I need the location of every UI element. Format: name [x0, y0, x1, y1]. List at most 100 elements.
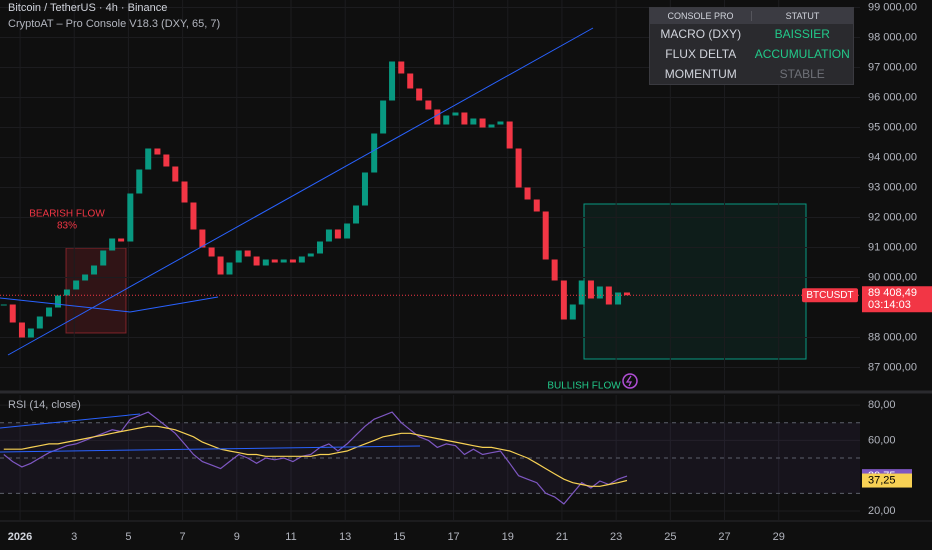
row-label: FLUX DELTA: [665, 47, 737, 61]
last-value-box: [862, 473, 912, 488]
candle: [0, 304, 7, 306]
flow-icon-bolt: [625, 375, 633, 387]
x-tick-label: 19: [502, 531, 514, 543]
candle: [569, 304, 576, 320]
candle: [73, 280, 80, 290]
bearish-label: BEARISH FLOW: [29, 209, 105, 220]
candle: [334, 229, 341, 239]
symbol-box: [802, 288, 858, 303]
candle: [542, 211, 549, 260]
y-tick-label: 20,00: [868, 505, 896, 517]
candle: [145, 148, 152, 170]
rsi-title: RSI (14, close): [8, 399, 81, 411]
row-label: MOMENTUM: [664, 67, 737, 81]
candle: [109, 238, 116, 251]
bullish-zone: [583, 203, 807, 360]
candle: [271, 259, 278, 263]
candle: [470, 118, 477, 125]
candle: [235, 250, 242, 263]
y-tick-label: 60,00: [868, 434, 896, 446]
candle: [118, 238, 125, 242]
candle: [497, 121, 504, 125]
trend-line: [0, 445, 421, 453]
candle: [253, 256, 260, 266]
console-row: MACRO (DXY) BAISSIER: [650, 24, 853, 44]
x-tick-label: 2026: [8, 531, 32, 543]
candle: [154, 148, 161, 155]
trend-line: [0, 297, 131, 313]
y-tick-label: 95 000,00: [868, 121, 917, 133]
bearish-percent: 83%: [57, 221, 77, 232]
console-row: FLUX DELTA ACCUMULATION: [650, 44, 853, 64]
candle: [9, 304, 16, 323]
candle: [371, 133, 378, 173]
candle: [488, 124, 495, 128]
last-price-label: 89 408,49: [868, 287, 917, 299]
candle: [325, 229, 332, 242]
candle: [181, 181, 188, 203]
candle: [452, 112, 459, 116]
column-header: CONSOLE PRO: [667, 11, 734, 21]
bearish-zone: [65, 247, 127, 334]
candle: [596, 286, 603, 299]
trend-line: [0, 413, 141, 429]
y-tick-label: 98 000,00: [868, 31, 917, 43]
candle: [443, 115, 450, 125]
candle: [316, 241, 323, 254]
symbol-label: BTCUSDT: [806, 290, 853, 301]
candle: [615, 292, 622, 305]
candle: [623, 292, 630, 296]
candle: [190, 202, 197, 230]
x-tick-label: 21: [556, 531, 568, 543]
y-tick-label: 90 000,00: [868, 271, 917, 283]
x-tick-label: 27: [718, 531, 730, 543]
candle: [226, 262, 233, 275]
candle: [398, 61, 405, 74]
candle: [244, 250, 251, 257]
candle: [46, 307, 53, 317]
trend-line: [7, 27, 594, 356]
column-header: STATUT: [751, 11, 853, 21]
y-tick-label: 80,00: [868, 399, 896, 411]
candle: [515, 148, 522, 188]
candle: [416, 88, 423, 101]
candle: [425, 100, 432, 110]
candle: [506, 121, 513, 149]
countdown-label: 03:14:03: [868, 299, 911, 311]
candle: [353, 205, 360, 224]
row-status: BAISSIER: [774, 27, 830, 41]
y-tick-label: 93 000,00: [868, 181, 917, 193]
y-tick-label: 94 000,00: [868, 151, 917, 163]
y-tick-label: 99 000,00: [868, 1, 917, 13]
y-tick-label: 88 000,00: [868, 331, 917, 343]
candle: [262, 259, 269, 266]
candle: [27, 328, 34, 338]
x-tick-label: 13: [339, 531, 351, 543]
last-value-label: 37,25: [868, 474, 896, 486]
candle: [63, 289, 70, 296]
x-tick-label: 15: [393, 531, 405, 543]
candle: [163, 154, 170, 167]
candle: [479, 118, 486, 128]
candle: [578, 280, 585, 305]
y-tick-label: 97 000,00: [868, 61, 917, 73]
candle: [344, 223, 351, 239]
candle: [307, 253, 314, 257]
x-tick-label: 11: [285, 531, 296, 543]
row-status: ACCUMULATION: [754, 47, 850, 61]
x-tick-label: 3: [71, 531, 77, 543]
candle: [18, 322, 25, 338]
candle: [208, 247, 215, 257]
chart-title: Bitcoin / TetherUS · 4h · Binance: [8, 2, 167, 14]
candle: [217, 256, 224, 275]
trend-line: [129, 296, 219, 313]
candle: [389, 61, 396, 101]
candle: [361, 172, 368, 206]
x-tick-label: 29: [773, 531, 785, 543]
indicator-title: CryptoAT – Pro Console V18.3 (DXY, 65, 7…: [8, 18, 220, 30]
x-tick-label: 23: [610, 531, 622, 543]
candle: [407, 73, 414, 89]
candle: [587, 280, 594, 299]
candle: [136, 169, 143, 194]
x-tick-label: 17: [447, 531, 459, 543]
